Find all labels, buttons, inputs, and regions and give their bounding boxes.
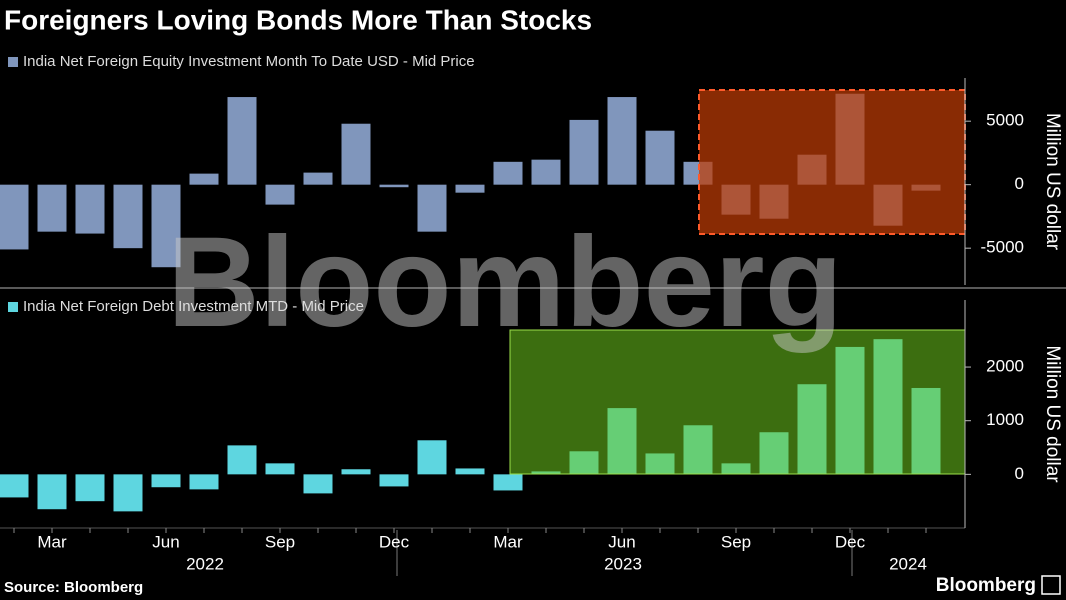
bar [341,469,371,475]
bar [113,184,143,249]
legend-label: India Net Foreign Equity Investment Mont… [23,53,475,70]
bar [607,97,637,185]
legend-swatch [8,57,18,67]
bar [151,474,181,488]
bar [341,123,371,185]
bar [151,184,181,268]
x-tick-label: Jun [608,532,635,551]
x-tick-label: Dec [835,532,866,551]
y-tick-label: 1000 [986,410,1024,429]
bar [379,474,409,487]
bar [379,184,409,188]
bar [493,161,523,185]
y-tick-label: 2000 [986,357,1024,376]
bar [303,172,333,185]
y-axis-label: Million US dollar [1042,113,1063,251]
x-tick-label: Mar [493,532,523,551]
bar [645,130,675,185]
bar [37,184,67,232]
bar [417,184,447,232]
x-tick-label: Jun [152,532,179,551]
logo: Bloomberg [936,575,1036,596]
legend-swatch [8,302,18,312]
x-tick-label: Sep [721,532,751,551]
bar [113,474,143,512]
bar [189,474,219,490]
y-tick-label: -5000 [981,238,1024,257]
x-tick-label: Sep [265,532,295,551]
year-label: 2022 [186,554,224,573]
logo-icon [1041,575,1061,595]
x-tick-label: Mar [37,532,67,551]
bar [0,184,29,250]
chart-title: Foreigners Loving Bonds More Than Stocks [4,4,592,35]
bar [0,474,29,498]
y-tick-label: 5000 [986,111,1024,130]
bar [531,159,561,185]
y-axis-label: Million US dollar [1042,345,1063,483]
bar [227,445,257,475]
bar [265,463,295,475]
highlight-box [698,89,966,235]
bar [303,474,333,494]
bar [493,474,523,491]
bar [37,474,67,510]
year-label: 2024 [889,554,927,573]
x-tick-label: Dec [379,532,410,551]
bar [569,119,599,185]
bar [75,474,105,502]
bar [455,184,485,193]
legend-label: India Net Foreign Debt Investment MTD - … [23,298,364,315]
bar [227,97,257,185]
y-tick-label: 0 [1015,464,1024,483]
bar [265,184,295,205]
year-label: 2023 [604,554,642,573]
bar [417,440,447,475]
bar [455,468,485,475]
source: Source: Bloomberg [4,579,143,596]
y-tick-label: 0 [1015,174,1024,193]
watermark: Bloomberg [167,211,843,354]
bar [189,173,219,185]
highlight-box [509,329,966,475]
bar [75,184,105,234]
